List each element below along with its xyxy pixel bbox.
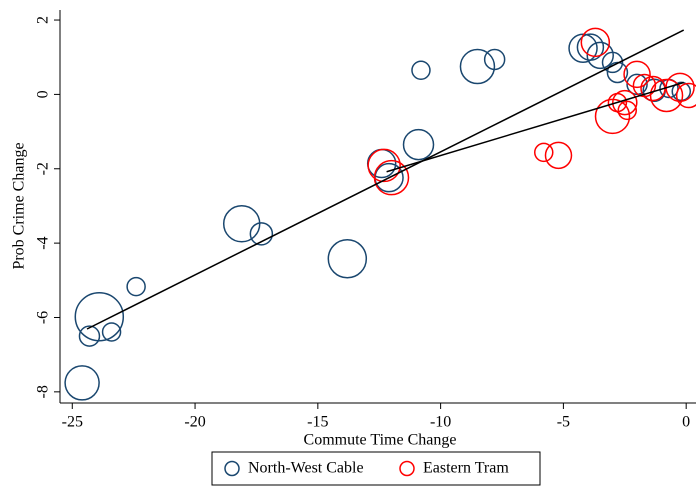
x-tick-label: -5 xyxy=(557,414,570,431)
legend-box xyxy=(211,451,541,486)
y-tick-label: 2 xyxy=(35,16,52,24)
bubble xyxy=(402,128,435,161)
x-tick-label: -15 xyxy=(307,414,328,431)
bubble xyxy=(607,92,628,113)
bubble xyxy=(649,78,684,113)
bubble xyxy=(126,276,146,297)
bubble xyxy=(222,205,261,243)
x-tick-label: -20 xyxy=(184,414,205,431)
x-tick-label: -10 xyxy=(430,414,451,431)
y-axis-label: Prob Crime Change xyxy=(11,142,28,269)
legend-label: North-West Cable xyxy=(248,460,364,477)
bubble xyxy=(327,238,368,279)
legend-label: Eastern Tram xyxy=(423,460,509,477)
bubble xyxy=(576,33,605,61)
y-tick-label: 0 xyxy=(35,90,52,98)
y-tick-label: -4 xyxy=(35,236,52,249)
bubble xyxy=(74,291,125,342)
bubble xyxy=(534,142,554,163)
y-tick-label: -6 xyxy=(35,311,52,324)
bubble xyxy=(78,325,101,347)
bubble xyxy=(101,322,122,342)
bubble xyxy=(617,100,637,121)
bubble xyxy=(675,82,696,109)
bubble xyxy=(411,60,431,80)
bubble xyxy=(483,48,506,71)
bubble xyxy=(586,41,614,70)
y-tick-label: -8 xyxy=(35,385,52,398)
x-tick-label: -25 xyxy=(62,414,83,431)
bubble xyxy=(612,89,638,116)
bubble xyxy=(623,60,651,89)
bubble xyxy=(459,48,496,85)
bubble xyxy=(544,141,573,170)
bubble xyxy=(580,27,611,58)
legend-marker xyxy=(399,460,415,477)
y-tick-label: -2 xyxy=(35,162,52,175)
bubble xyxy=(64,365,100,401)
fit-line xyxy=(86,29,685,330)
x-tick-label: 0 xyxy=(682,414,690,431)
legend-marker xyxy=(224,460,240,477)
bubble xyxy=(367,148,401,183)
bubble xyxy=(249,222,274,246)
x-axis-label: Commute Time Change xyxy=(304,432,457,449)
bubble xyxy=(373,159,410,196)
bubble xyxy=(601,51,624,74)
fit-line xyxy=(386,81,684,173)
